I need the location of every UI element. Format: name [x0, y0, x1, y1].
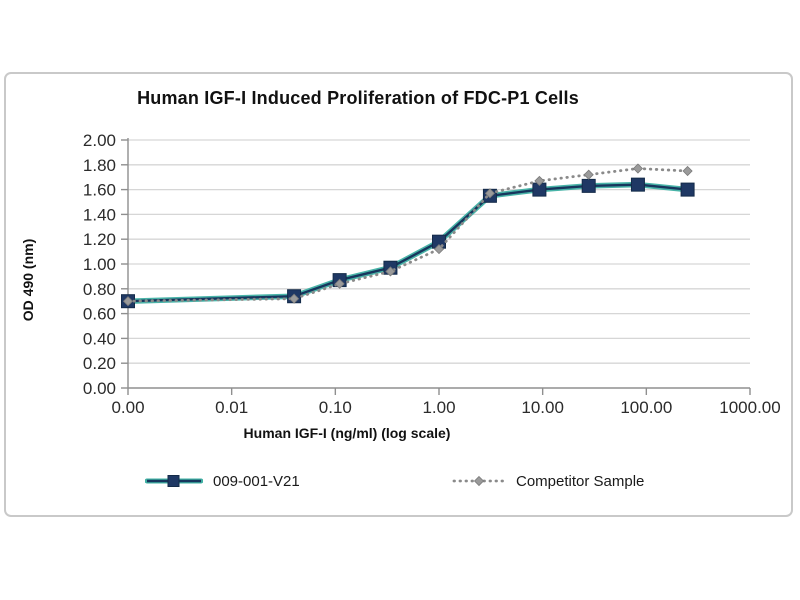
competitor-series-marker — [334, 278, 345, 289]
chart-panel — [4, 72, 793, 517]
competitor-series-marker — [682, 165, 693, 177]
y-tick-label: 0.80 — [83, 280, 116, 299]
y-tick-label: 0.60 — [83, 305, 116, 324]
x-tick-label: 0.00 — [111, 398, 144, 417]
product-series-glow-line — [125, 181, 691, 304]
dotted-series-swatch-icon — [452, 475, 506, 487]
competitor-series-marker — [289, 293, 300, 304]
legend-item-competitor: Competitor Sample — [452, 469, 644, 493]
competitor-series-marker — [632, 163, 644, 174]
y-axis-title: OD 490 (nm) — [20, 238, 36, 322]
y-tick-label: 1.00 — [83, 255, 116, 274]
y-tick-label: 1.40 — [83, 205, 116, 224]
competitor-series-marker — [583, 169, 594, 180]
competitor-series-marker — [122, 296, 134, 307]
y-tick-label: 1.20 — [83, 230, 116, 249]
legend-label-product: 009-001-V21 — [213, 472, 300, 490]
chart-title: Human IGF-I Induced Proliferation of FDC… — [137, 88, 579, 108]
competitor-series-marker — [385, 266, 396, 277]
competitor-series-marker — [534, 175, 545, 186]
product-series-marker — [680, 182, 695, 197]
competitor-series-marker — [484, 188, 496, 199]
y-tick-label: 0.20 — [83, 354, 116, 373]
legend-label-competitor: Competitor Sample — [516, 472, 645, 490]
competitor-series-marker — [433, 244, 445, 255]
x-tick-label: 0.01 — [215, 398, 248, 417]
x-tick-label: 1.00 — [422, 398, 455, 417]
legend-item-product: 009-001-V21 — [145, 469, 300, 493]
y-tick-label: 0.40 — [83, 329, 116, 348]
y-tick-label: 0.00 — [83, 379, 116, 398]
x-tick-label: 100.00 — [620, 398, 672, 417]
x-axis-title: Human IGF-I (ng/ml) (log scale) — [243, 425, 451, 441]
y-tick-label: 1.60 — [83, 181, 116, 200]
y-tick-label: 1.80 — [83, 156, 116, 175]
x-tick-label: 10.00 — [521, 398, 564, 417]
product-series-marker — [581, 178, 596, 193]
competitor-series-line — [126, 167, 689, 303]
y-tick-label: 2.00 — [83, 131, 116, 150]
x-tick-label: 0.10 — [319, 398, 352, 417]
product-series-marker — [630, 177, 645, 192]
x-tick-label: 1000.00 — [719, 398, 780, 417]
solid-series-swatch-icon — [145, 475, 203, 487]
product-series-line — [127, 183, 688, 303]
